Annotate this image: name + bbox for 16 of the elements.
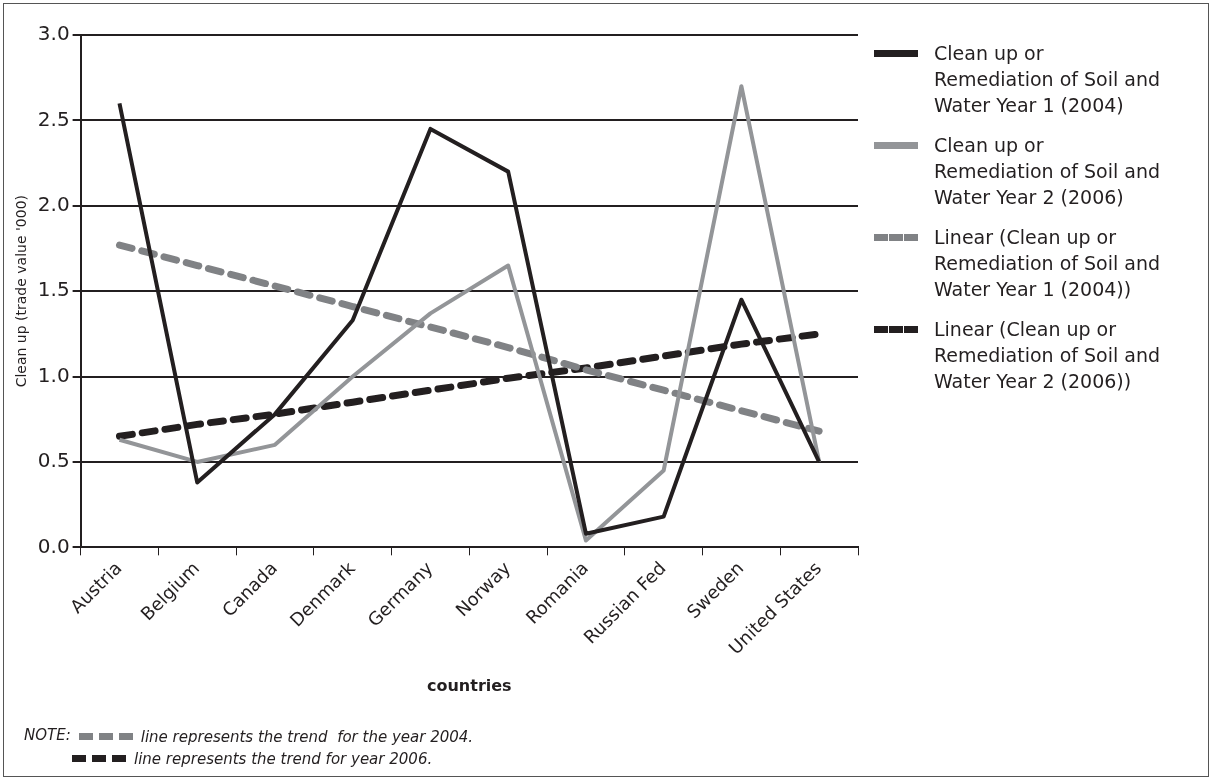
- text: line represents the trend for the year 2004.: [140, 726, 474, 748]
- text: NOTE:: [24, 726, 71, 744]
- text: line represents the trend for year 2006.: [134, 748, 433, 770]
- y-tick-label: 3.0: [37, 21, 70, 46]
- y-axis-title: Clean up (trade value '000): [13, 194, 30, 388]
- y-tick-label: 2.5: [37, 106, 70, 131]
- y-tick-label: 2.0: [37, 191, 70, 216]
- legend-label: Linear (Clean up or Remediation of Soil and Water Year 1 (2004)): [934, 225, 1162, 302]
- legend-label: Clean up or Remediation of Soil and Water Year 2 (2006): [934, 133, 1162, 210]
- y-tick-label: 1.5: [37, 277, 70, 302]
- legend-label: Linear (Clean up or Remediation of Soil and Water Year 2 (2006)): [934, 317, 1162, 394]
- legend-label: Clean up or Remediation of Soil and Water Year 1 (2004): [934, 41, 1162, 118]
- y-tick-label: 0.0: [37, 533, 70, 558]
- x-axis-title: countries: [426, 675, 512, 695]
- y-tick-label: 1.0: [37, 362, 70, 387]
- y-tick-label: 0.5: [37, 448, 70, 473]
